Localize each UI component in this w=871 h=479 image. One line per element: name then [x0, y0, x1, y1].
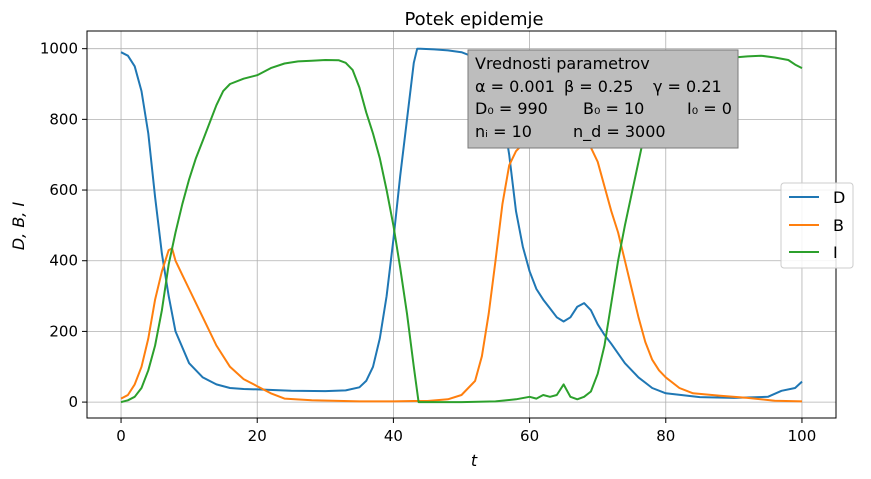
- y-tick-label: 600: [49, 181, 78, 199]
- x-tick-label: 0: [116, 427, 126, 445]
- param-b0: B₀ = 10: [583, 99, 644, 118]
- legend-label-b: B: [833, 216, 844, 235]
- y-axis-label: D, B, I: [9, 202, 28, 251]
- param-alpha: α = 0.001: [475, 77, 555, 96]
- param-ni: nᵢ = 10: [475, 122, 532, 141]
- chart-title: Potek epidemje: [404, 9, 543, 30]
- x-axis: 0 20 40 60 80 100: [116, 418, 816, 445]
- x-tick-label: 40: [384, 427, 403, 445]
- x-tick-label: 20: [248, 427, 267, 445]
- param-gamma: γ = 0.21: [653, 77, 722, 96]
- legend-label-d: D: [833, 188, 845, 207]
- series-line-b: [120, 127, 803, 403]
- y-tick-label: 1000: [40, 40, 78, 58]
- y-tick-label: 200: [49, 322, 78, 340]
- param-i0: I₀ = 0: [687, 99, 732, 118]
- param-nd: n_d = 3000: [573, 122, 666, 142]
- x-tick-label: 80: [656, 427, 675, 445]
- x-tick-label: 60: [520, 427, 539, 445]
- y-tick-label: 400: [49, 252, 78, 270]
- x-tick-label: 100: [788, 427, 817, 445]
- y-axis: 0 200 400 600 800 1000: [40, 40, 87, 411]
- y-tick-label: 0: [68, 393, 78, 411]
- x-axis-label: t: [471, 451, 478, 470]
- parameter-box-background: [467, 49, 739, 149]
- legend: D B I: [780, 182, 854, 269]
- param-beta: β = 0.25: [564, 77, 633, 96]
- param-d0: D₀ = 990: [475, 99, 548, 118]
- series-line-d: [120, 47, 803, 399]
- y-tick-label: 800: [49, 110, 78, 128]
- parameter-box: Vrednosti parametrov α = 0.001 β = 0.25 …: [467, 49, 739, 149]
- legend-label-i: I: [833, 243, 838, 262]
- parameter-box-title: Vrednosti parametrov: [475, 54, 650, 73]
